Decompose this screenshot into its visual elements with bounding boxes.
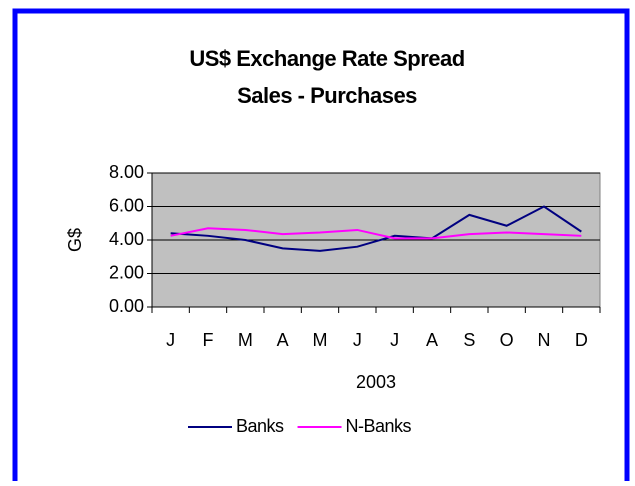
y-axis-label: G$ <box>65 228 85 252</box>
x-tick-label: J <box>166 330 175 350</box>
chart-title: US$ Exchange Rate Spread <box>189 46 464 71</box>
legend-label: Banks <box>236 416 284 436</box>
x-tick-label: O <box>500 330 514 350</box>
x-tick-label: N <box>538 330 551 350</box>
x-tick-label: F <box>203 330 214 350</box>
x-tick-label: M <box>313 330 328 350</box>
y-tick-label: 2.00 <box>109 262 144 282</box>
x-tick-label: J <box>353 330 362 350</box>
y-tick-label: 4.00 <box>109 229 144 249</box>
legend-label: N-Banks <box>346 416 412 436</box>
x-tick-label: J <box>390 330 399 350</box>
x-tick-label: S <box>463 330 475 350</box>
x-tick-label: M <box>238 330 253 350</box>
y-tick-label: 0.00 <box>109 296 144 316</box>
x-tick-label: D <box>575 330 588 350</box>
y-tick-label: 6.00 <box>109 195 144 215</box>
x-tick-label: A <box>426 330 438 350</box>
y-tick-label: 8.00 <box>109 162 144 182</box>
data-line <box>170 227 582 240</box>
data-line <box>170 205 582 252</box>
chart-subtitle: Sales - Purchases <box>237 83 417 108</box>
x-tick-label: A <box>277 330 289 350</box>
x-axis-label: 2003 <box>356 372 396 392</box>
